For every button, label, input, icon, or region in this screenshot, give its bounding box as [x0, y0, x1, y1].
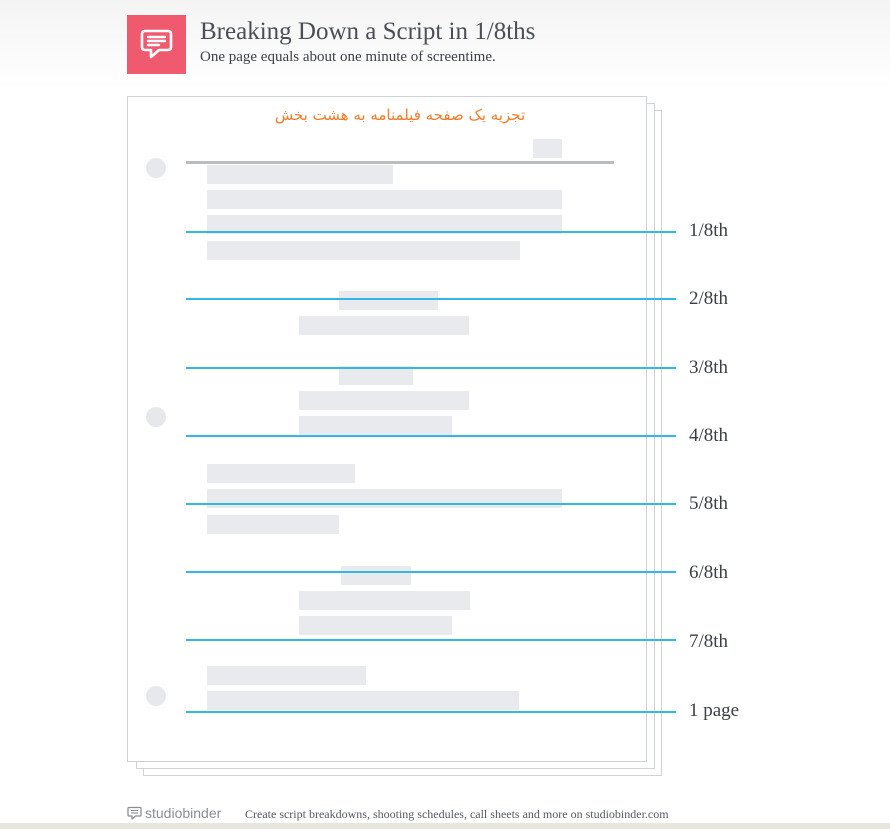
- footer-brand-name: studiobinder: [145, 805, 222, 821]
- scene-heading-placeholder: [207, 165, 393, 184]
- dialogue-placeholder: [299, 316, 469, 335]
- division-line-6: [186, 571, 676, 573]
- action-line-placeholder: [207, 515, 339, 534]
- division-label-1: 1/8th: [689, 220, 729, 241]
- division-line-7: [186, 639, 676, 641]
- action-line-placeholder: [207, 464, 355, 483]
- page-title: Breaking Down a Script in 1/8ths: [200, 18, 536, 45]
- division-label-4: 4/8th: [689, 425, 729, 446]
- action-line-placeholder: [207, 241, 520, 260]
- page-header-rule: [186, 161, 614, 164]
- division-label-6: 6/8th: [689, 562, 729, 583]
- dialogue-placeholder: [299, 591, 470, 610]
- division-label-2: 2/8th: [689, 288, 729, 309]
- footer-tagline: Create script breakdowns, shooting sched…: [245, 807, 669, 821]
- dialogue-placeholder: [299, 416, 452, 435]
- studiobinder-logo: [127, 15, 186, 74]
- bottom-divider: [0, 823, 890, 829]
- page-annotation: تجزیه یک صفحه فیلمنامه به هشت بخش: [274, 106, 526, 124]
- division-line-8: [186, 711, 676, 713]
- division-line-3: [186, 367, 676, 369]
- division-label-8: 1 page: [689, 700, 740, 721]
- division-label-3: 3/8th: [689, 357, 729, 378]
- character-name-placeholder: [339, 291, 438, 310]
- character-name-placeholder: [339, 366, 413, 385]
- division-line-1: [186, 231, 676, 233]
- division-label-5: 5/8th: [689, 493, 729, 514]
- footer-brand: studiobinder: [127, 805, 221, 821]
- page-number-placeholder: [533, 139, 562, 158]
- binder-hole-bottom: [146, 686, 166, 706]
- action-line-placeholder: [207, 190, 562, 209]
- action-line-placeholder: [207, 489, 562, 508]
- division-line-5: [186, 503, 676, 505]
- dialogue-placeholder: [299, 616, 452, 635]
- page-subtitle: One page equals about one minute of scre…: [200, 49, 496, 65]
- division-line-2: [186, 298, 676, 300]
- division-label-7: 7/8th: [689, 631, 729, 652]
- character-name-placeholder: [341, 566, 411, 585]
- binder-hole-middle: [146, 407, 166, 427]
- action-line-placeholder: [207, 215, 562, 234]
- binder-hole-top: [146, 158, 166, 178]
- dialogue-placeholder: [299, 391, 469, 410]
- speech-bubble-icon: [140, 29, 173, 59]
- division-line-4: [186, 435, 676, 437]
- action-line-placeholder: [207, 691, 519, 710]
- action-line-placeholder: [207, 666, 366, 685]
- speech-bubble-icon: [127, 806, 142, 820]
